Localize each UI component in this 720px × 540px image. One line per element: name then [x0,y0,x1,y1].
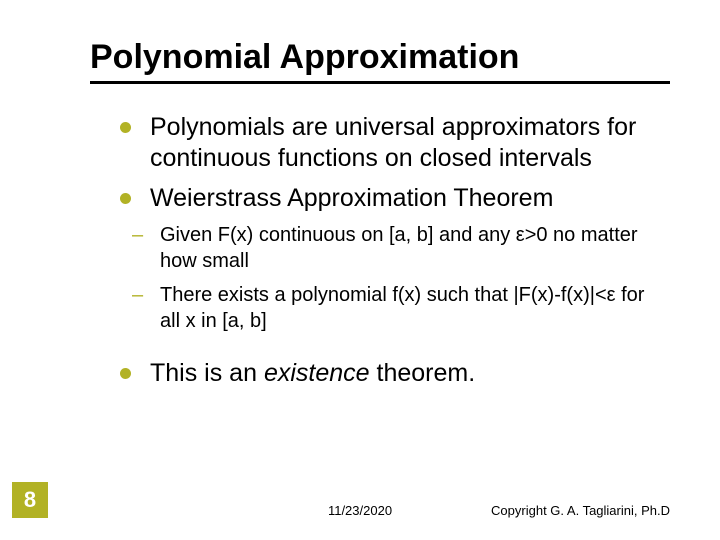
slide: Polynomial Approximation Polynomials are… [0,0,720,540]
spacer [120,344,650,358]
sub-bullet-item: There exists a polynomial f(x) such that… [132,282,650,334]
page-number-badge: 8 [12,482,48,518]
main-list: This is an existence theorem. [120,358,650,389]
bullet-item: Polynomials are universal approximators … [120,112,650,175]
bullet-text: This is an [150,359,264,387]
epsilon-symbol: ε [516,224,525,246]
epsilon-symbol: ε [607,284,616,306]
footer-copyright: Copyright G. A. Tagliarini, Ph.D [491,503,670,518]
main-list: Polynomials are universal approximators … [120,112,650,214]
footer-date: 11/23/2020 [328,503,392,518]
bullet-text: theorem. [370,359,476,387]
title-underline [90,81,670,84]
bullet-item: This is an existence theorem. [120,358,650,389]
sub-list: Given F(x) continuous on [a, b] and any … [132,222,650,334]
slide-content: Polynomials are universal approximators … [120,112,650,389]
sub-text: Given F(x) continuous on [a, b] and any [160,224,516,246]
bullet-text-italic: existence [264,359,370,387]
sub-text: There exists a polynomial f(x) such that… [160,284,607,306]
bullet-item: Weierstrass Approximation Theorem [120,183,650,214]
sub-bullet-item: Given F(x) continuous on [a, b] and any … [132,222,650,274]
slide-title: Polynomial Approximation [90,38,670,77]
